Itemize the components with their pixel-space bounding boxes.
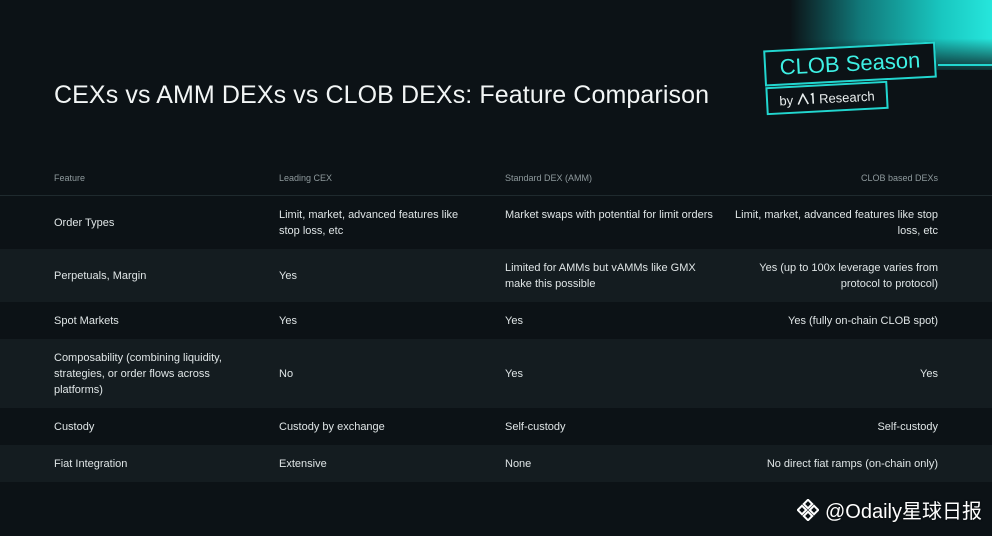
watermark: @Odaily星球日报 [797, 495, 982, 524]
a1-logo-icon [797, 92, 815, 105]
row-cex-cell: Limit, market, advanced features like st… [279, 209, 459, 237]
row-clob-cell: Yes [920, 368, 938, 380]
row-amm-cell: Self-custody [505, 421, 566, 433]
comparison-table: Feature Leading CEX Standard DEX (AMM) C… [0, 160, 992, 482]
row-cex-cell: Yes [279, 270, 297, 282]
row-clob-cell: Self-custody [877, 421, 938, 433]
row-amm-cell: Limited for AMMs but vAMMs like GMX make… [505, 262, 696, 290]
table-row: Order Types Limit, market, advanced feat… [0, 196, 992, 249]
row-amm-cell: Market swaps with potential for limit or… [505, 209, 713, 221]
row-feature-cell: Composability (combining liquidity, stra… [54, 352, 222, 396]
row-cex-cell: No [279, 368, 294, 380]
table-row: Fiat Integration Extensive None No direc… [0, 445, 992, 482]
row-cex-cell: Custody by exchange [279, 421, 385, 433]
header-feature: Feature [54, 173, 86, 183]
row-amm-cell: None [505, 458, 532, 470]
row-clob-cell: Yes (up to 100x leverage varies from pro… [759, 262, 938, 290]
row-clob-cell: Yes (fully on-chain CLOB spot) [788, 315, 938, 327]
table-row: Perpetuals, Margin Yes Limited for AMMs … [0, 249, 992, 302]
row-feature-cell: Fiat Integration [54, 458, 128, 470]
table-row: Spot Markets Yes Yes Yes (fully on-chain… [0, 302, 992, 339]
header-leading-cex: Leading CEX [279, 173, 333, 183]
row-feature-cell: Perpetuals, Margin [54, 270, 147, 282]
badge-accent-line [938, 64, 992, 66]
row-amm-cell: Yes [505, 315, 523, 327]
row-feature-cell: Order Types [54, 217, 115, 229]
header-clob-dex: CLOB based DEXs [860, 173, 938, 183]
badge-byline: by Research [765, 80, 889, 116]
row-cex-cell: Extensive [279, 458, 327, 470]
row-clob-cell: No direct fiat ramps (on-chain only) [766, 458, 938, 470]
table-row: Custody Custody by exchange Self-custody… [0, 408, 992, 445]
badge-sub-brand: Research [818, 88, 876, 106]
row-feature-cell: Spot Markets [54, 315, 119, 327]
table-row: Composability (combining liquidity, stra… [0, 339, 992, 408]
row-cex-cell: Yes [279, 315, 297, 327]
badge-main-label: CLOB Season [779, 47, 921, 80]
page-title: CEXs vs AMM DEXs vs CLOB DEXs: Feature C… [54, 80, 710, 109]
badge-sub-prefix: by [778, 92, 794, 108]
clob-season-badge: CLOB Season [763, 41, 937, 87]
row-amm-cell: Yes [505, 368, 523, 380]
watermark-text: @Odaily星球日报 [825, 501, 982, 523]
binance-square-icon [797, 498, 819, 521]
row-clob-cell: Limit, market, advanced features like st… [735, 209, 938, 237]
row-feature-cell: Custody [54, 421, 95, 433]
header-standard-dex: Standard DEX (AMM) [505, 173, 593, 183]
table-header-row: Feature Leading CEX Standard DEX (AMM) C… [0, 160, 992, 196]
